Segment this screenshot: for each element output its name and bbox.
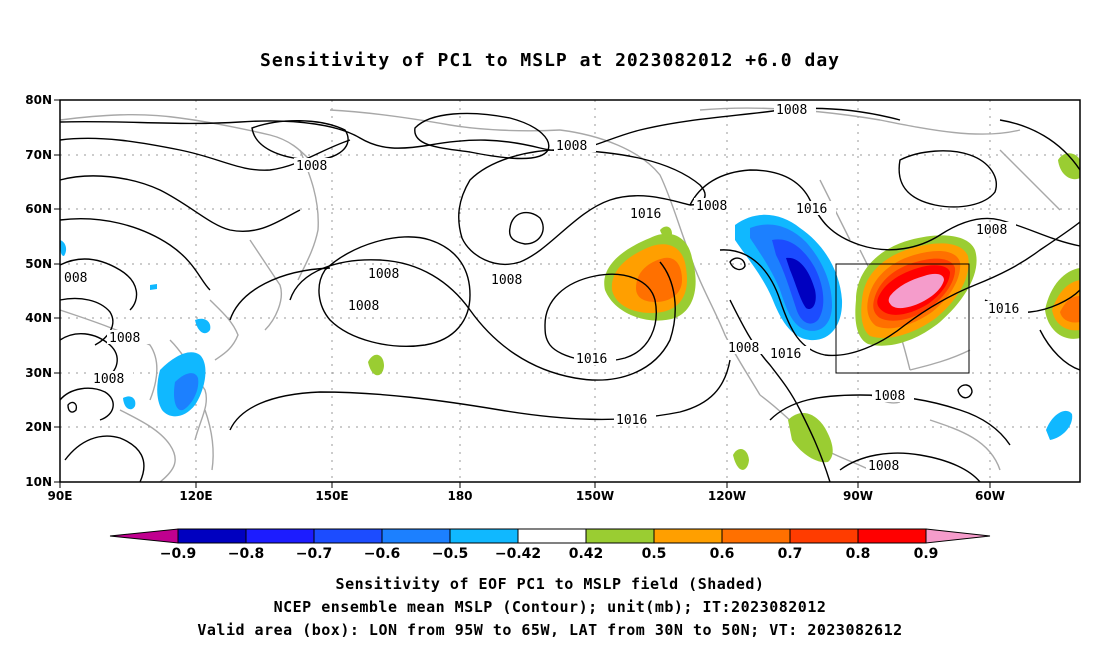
colorbar-label: 0.6: [710, 546, 735, 562]
lat-tick-label: 30N: [25, 366, 52, 380]
valid-area-box: [835, 263, 970, 374]
contour-label: 1016: [988, 302, 1019, 317]
colorbar-label: 0.42: [569, 546, 604, 562]
colorbar-label: 0.7: [778, 546, 803, 562]
colorbar-label: 0.9: [914, 546, 939, 562]
colorbar-label: 0.8: [846, 546, 871, 562]
contour-label: 1008: [109, 331, 140, 346]
lat-tick-label: 50N: [25, 257, 52, 271]
contour-label: 1008: [776, 103, 807, 118]
caption-line-3: Valid area (box): LON from 95W to 65W, L…: [197, 621, 903, 639]
mslp-contours: [59, 107, 1081, 483]
lon-tick-label: 90E: [48, 489, 73, 503]
colorbar-label: −0.7: [296, 546, 333, 562]
lon-tick-label: 90W: [843, 489, 873, 503]
shaded-sensitivity: [60, 153, 1080, 470]
colorbar-segment: [177, 528, 247, 544]
contour-label: 1008: [491, 273, 522, 288]
colorbar-segment: [925, 528, 991, 544]
map-border: [59, 99, 1081, 483]
contour-label: 1008: [696, 199, 727, 214]
contour-label: 008: [64, 271, 87, 286]
contour-label: 1016: [576, 352, 607, 367]
lon-tick-label: 150W: [576, 489, 614, 503]
colorbar-label: −0.42: [495, 546, 541, 562]
colorbar-segment: [857, 528, 927, 544]
lon-tick-label: 180: [447, 489, 472, 503]
lat-labels: 80N 70N 60N 50N 40N 30N 20N 10N: [25, 93, 52, 489]
lon-tick-label: 120W: [708, 489, 746, 503]
contour-label: 1008: [868, 459, 899, 474]
lon-tick-label: 150E: [315, 489, 348, 503]
map-title: Sensitivity of PC1 to MSLP at 2023082012…: [259, 50, 840, 71]
contour-label: 1016: [630, 207, 661, 222]
colorbar-segment: [517, 528, 587, 544]
colorbar-segment: [789, 528, 859, 544]
colorbar-label: −0.5: [432, 546, 469, 562]
contour-label: 1016: [770, 347, 801, 362]
lat-tick-label: 10N: [25, 475, 52, 489]
colorbar-segment: [585, 528, 655, 544]
tick-marks: [54, 99, 991, 488]
colorbar-segment: [245, 528, 315, 544]
contour-label: 1008: [874, 389, 905, 404]
contour-labels: 1008 1008 1008 1008 1008 1008 1008 1008 …: [64, 102, 1028, 474]
lon-labels: 90E 120E 150E 180 150W 120W 90W 60W: [48, 489, 1005, 503]
lat-tick-label: 20N: [25, 420, 52, 434]
lat-tick-label: 80N: [25, 93, 52, 107]
contour-label: 1016: [616, 413, 647, 428]
colorbar-segment: [721, 528, 791, 544]
contour-label: 1008: [296, 159, 327, 174]
colorbar-segment: [449, 528, 519, 544]
contour-label: 1008: [976, 223, 1007, 238]
colorbar-label: 0.5: [642, 546, 667, 562]
contour-label: 1008: [556, 139, 587, 154]
lat-tick-label: 60N: [25, 202, 52, 216]
lat-tick-label: 70N: [25, 148, 52, 162]
colorbar-label: −0.6: [364, 546, 401, 562]
caption-line-1: Sensitivity of EOF PC1 to MSLP field (Sh…: [335, 575, 765, 593]
lon-tick-label: 120E: [179, 489, 212, 503]
contour-label: 1008: [368, 267, 399, 282]
colorbar-segment: [653, 528, 723, 544]
contour-label: 1008: [728, 341, 759, 356]
caption-line-2: NCEP ensemble mean MSLP (Contour); unit(…: [273, 598, 827, 616]
colorbar-segment: [109, 528, 179, 544]
colorbar-label: −0.9: [160, 546, 197, 562]
colorbar-label: −0.8: [228, 546, 265, 562]
lat-tick-label: 40N: [25, 311, 52, 325]
colorbar-segment: [381, 528, 451, 544]
colorbar-segment: [313, 528, 383, 544]
contour-label: 1008: [93, 372, 124, 387]
contour-label: 1016: [796, 202, 827, 217]
contour-label: 1008: [348, 299, 379, 314]
colorbar: −0.9 −0.8 −0.7 −0.6 −0.5 −0.42 0.42 0.5 0.6 0.7 0.…: [109, 528, 991, 562]
lon-tick-label: 60W: [975, 489, 1005, 503]
